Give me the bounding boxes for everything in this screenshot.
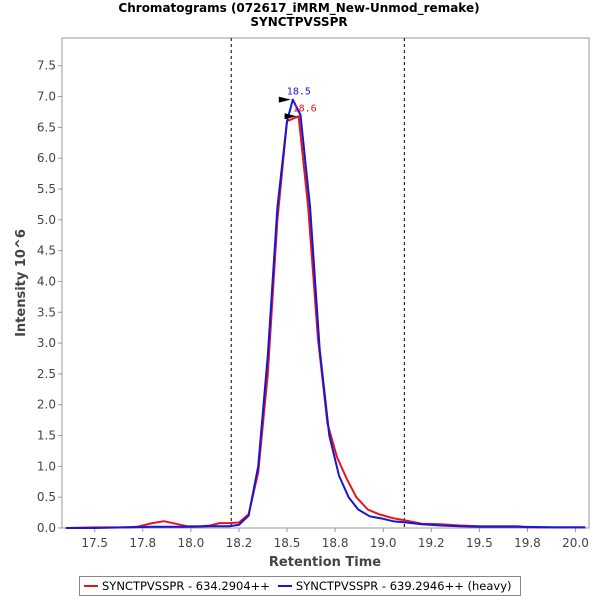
x-tick-label: 18.8 [322, 536, 349, 550]
y-tick-label: 3.0 [37, 336, 56, 350]
y-tick-label: 3.5 [37, 305, 56, 319]
y-tick-label: 7.5 [37, 59, 56, 73]
chart-legend: SYNCTPVSSPR - 634.2904++ SYNCTPVSSPR - 6… [79, 576, 521, 596]
x-axis-label: Retention Time [269, 555, 381, 570]
y-tick-label: 6.5 [37, 120, 56, 134]
y-tick-label: 5.5 [37, 182, 56, 196]
peak-label-1: 18.5 [287, 87, 311, 98]
y-tick-label: 2.0 [37, 398, 56, 412]
peak-arrow-icon [278, 96, 291, 103]
chromatogram-chart: Chromatograms (072617_iMRM_New-Unmod_rem… [14, 1, 590, 570]
legend-entry-light: SYNCTPVSSPR - 634.2904++ [84, 579, 270, 593]
integration-bounds [230, 38, 405, 528]
y-axis-label: Intensity 10^6 [14, 229, 29, 337]
y-tick-label: 7.0 [37, 90, 56, 104]
x-tick-label: 18.0 [178, 536, 205, 550]
chart-title: Chromatograms (072617_iMRM_New-Unmod_rem… [118, 1, 479, 16]
y-tick-label: 1.0 [37, 459, 56, 473]
legend-entry-heavy: SYNCTPVSSPR - 639.2946++ (heavy) [277, 579, 512, 593]
legend-swatch-red [84, 585, 98, 587]
y-tick-label: 4.5 [37, 244, 56, 258]
chart-subtitle: SYNCTPVSSPR [250, 15, 347, 29]
y-tick-label: 0.0 [37, 521, 56, 535]
x-tick-label: 19.0 [370, 536, 397, 550]
x-tick-label: 18.5 [274, 536, 301, 550]
peak-arrow-icon [284, 113, 297, 120]
x-axis-ticks: 17.5 17.8 18.0 18.2 18.5 18.8 19.0 19.2 19.5 19.8… [81, 528, 589, 550]
y-axis-ticks: 0.0 0.5 1.0 1.5 2.0 2.5 3.0 3.5 4.0 4.5 5.0 5.5 6.0 6… [37, 59, 62, 535]
plot-area: 0.0 0.5 1.0 1.5 2.0 2.5 3.0 3.5 4.0 4.5 5.0 5.5 6.0 6… [37, 37, 590, 550]
peak-markers: 18.6 18.5 [278, 87, 317, 120]
legend-swatch-blue [277, 585, 292, 587]
x-tick-label: 19.5 [466, 536, 493, 550]
y-tick-label: 0.5 [37, 490, 56, 504]
peak-label-0: 18.6 [293, 103, 317, 114]
series-lines [65, 98, 586, 529]
x-tick-label: 17.8 [129, 536, 156, 550]
series-line-0 [65, 115, 586, 529]
series-line-1 [65, 98, 586, 529]
x-tick-label: 20.0 [562, 536, 589, 550]
legend-label-heavy: SYNCTPVSSPR - 639.2946++ (heavy) [295, 579, 512, 593]
y-tick-label: 1.5 [37, 429, 56, 443]
y-tick-label: 5.0 [37, 213, 56, 227]
legend-label-light: SYNCTPVSSPR - 634.2904++ [102, 579, 270, 593]
x-tick-label: 18.2 [226, 536, 253, 550]
plot-frame [61, 37, 590, 529]
x-tick-label: 19.2 [418, 536, 445, 550]
x-tick-label: 19.8 [514, 536, 541, 550]
y-tick-label: 4.0 [37, 274, 56, 288]
y-tick-label: 6.0 [37, 151, 56, 165]
y-tick-label: 2.5 [37, 367, 56, 381]
x-tick-label: 17.5 [81, 536, 108, 550]
